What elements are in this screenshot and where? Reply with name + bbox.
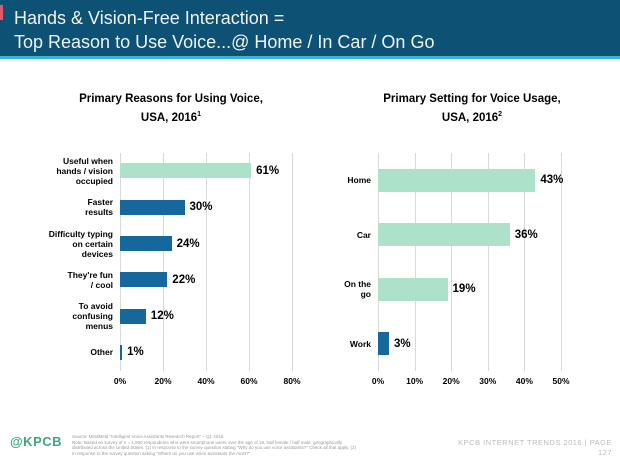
category-label: On the go: [344, 279, 371, 300]
bar: [120, 272, 168, 288]
gridline: [414, 152, 416, 371]
chart-x-axis: 0% 20% 40% 60% 80%: [114, 374, 301, 388]
x-tick-label: 10%: [406, 375, 424, 386]
chart-plot-area: Home Car On the go Work 43% 36% 19% 3%: [332, 152, 612, 371]
bar: [378, 168, 536, 192]
chart-title-line2: USA, 2016: [140, 111, 198, 124]
gridline: [249, 152, 250, 371]
gridline: [378, 152, 379, 371]
slide-footer: @KPCB Source: MindMeld "Intelligent Voic…: [10, 434, 612, 458]
category-label: To avoid confusing menus: [72, 301, 113, 332]
bar: [378, 332, 389, 356]
chart-title-line1: Primary Setting for Voice Usage,: [383, 93, 561, 105]
gridline: [487, 152, 489, 371]
bar-value-label: 22%: [172, 273, 196, 286]
bar-value-label: 43%: [540, 174, 564, 187]
chart-title-line1: Primary Reasons for Using Voice,: [79, 93, 263, 105]
x-tick-label: 80%: [283, 375, 301, 386]
bar-row: 30%: [120, 189, 292, 225]
chart-plot-area: Useful when hands / vision occupied Faste…: [34, 152, 308, 371]
bar-value-label: 12%: [150, 310, 174, 323]
note-line: Note: Based on survey of n = 1,800 respo…: [72, 439, 357, 456]
category-label: Car: [356, 229, 371, 240]
source-line: Source: MindMeld "Intelligent Voice Assi…: [72, 434, 225, 439]
slide-title-line1: Hands & Vision-Free Interaction =: [14, 8, 285, 28]
bar-row: 19%: [378, 262, 561, 317]
x-tick-label: 40%: [197, 375, 215, 386]
page-number: 127: [597, 448, 612, 457]
category-labels: Home Car On the go Work: [332, 153, 378, 371]
bar: [378, 277, 448, 301]
chart-title-footnote-marker: 1: [197, 111, 202, 118]
bar-row: 61%: [120, 153, 292, 189]
bar: [120, 236, 172, 252]
gridline: [120, 152, 121, 371]
bar-value-label: 3%: [393, 337, 411, 350]
bar-value-label: 61%: [256, 164, 280, 177]
bar: [120, 308, 146, 324]
bar-value-label: 19%: [452, 283, 476, 296]
chart-title: Primary Setting for Voice Usage, USA, 201…: [332, 92, 612, 126]
source-note-text: Source: MindMeld "Intelligent Voice Assi…: [72, 434, 357, 456]
bar-row: 1%: [120, 334, 292, 370]
chart-title-line2: USA, 2016: [441, 111, 499, 124]
category-label: Other: [90, 347, 113, 358]
x-tick-label: 50%: [552, 375, 570, 386]
plot-track: 61% 30% 24% 22% 12% 1%: [120, 152, 293, 371]
bar-row: 12%: [120, 298, 292, 334]
x-tick-label: 30%: [479, 375, 497, 386]
x-tick-label: 40%: [515, 375, 533, 386]
bar-value-label: 30%: [189, 201, 213, 214]
gridline: [561, 152, 562, 371]
chart-x-axis: 0% 10% 20% 30% 40% 50%: [372, 374, 570, 388]
chart-primary-reasons: Primary Reasons for Using Voice, USA, 201…: [34, 92, 308, 388]
x-tick-label: 0%: [113, 375, 127, 386]
bar: [120, 163, 252, 179]
bar-value-label: 24%: [176, 237, 200, 250]
category-label: Work: [349, 338, 371, 349]
kpcb-logo: @KPCB: [10, 434, 63, 449]
category-label: Faster results: [85, 197, 113, 218]
slide-title-line2: Top Reason to Use Voice...@ Home / In Ca…: [14, 32, 435, 52]
bar-row: 3%: [378, 316, 561, 371]
page-reference: KPCB INTERNET TRENDS 2016 | PAGE 127: [458, 434, 612, 458]
bar-value-label: 1%: [127, 346, 144, 359]
gridline: [292, 152, 293, 371]
bar: [120, 199, 185, 215]
red-accent-mark: [0, 5, 3, 20]
bar: [378, 223, 510, 247]
bar-row: 22%: [120, 262, 292, 298]
category-label: Home: [347, 175, 371, 186]
x-tick-label: 60%: [240, 375, 258, 386]
slide-header: Hands & Vision-Free Interaction = Top Re…: [0, 0, 620, 59]
chart-primary-setting: Primary Setting for Voice Usage, USA, 201…: [332, 92, 612, 388]
chart-title-footnote-marker: 2: [498, 111, 503, 118]
report-name: KPCB INTERNET TRENDS 2016 | PAGE: [458, 438, 612, 447]
x-tick-label: 0%: [371, 375, 385, 386]
category-labels: Useful when hands / vision occupied Faste…: [34, 153, 120, 371]
bar-row: 24%: [120, 225, 292, 261]
gridline: [206, 152, 207, 371]
gridline: [524, 152, 526, 371]
x-tick-label: 20%: [154, 375, 172, 386]
category-label: They're fun / cool: [67, 269, 113, 290]
chart-title: Primary Reasons for Using Voice, USA, 201…: [34, 92, 308, 126]
bar-row: 43%: [378, 153, 564, 208]
category-label: Useful when hands / vision occupied: [56, 155, 113, 186]
bar-value-label: 36%: [514, 228, 538, 241]
plot-track: 43% 36% 19% 3%: [378, 152, 564, 371]
gridline: [163, 152, 164, 371]
category-label: Difficulty typing on certain devices: [48, 228, 113, 259]
bar-row: 36%: [378, 207, 561, 262]
gridline: [451, 152, 453, 371]
bar: [120, 344, 123, 360]
x-tick-label: 20%: [442, 375, 460, 386]
